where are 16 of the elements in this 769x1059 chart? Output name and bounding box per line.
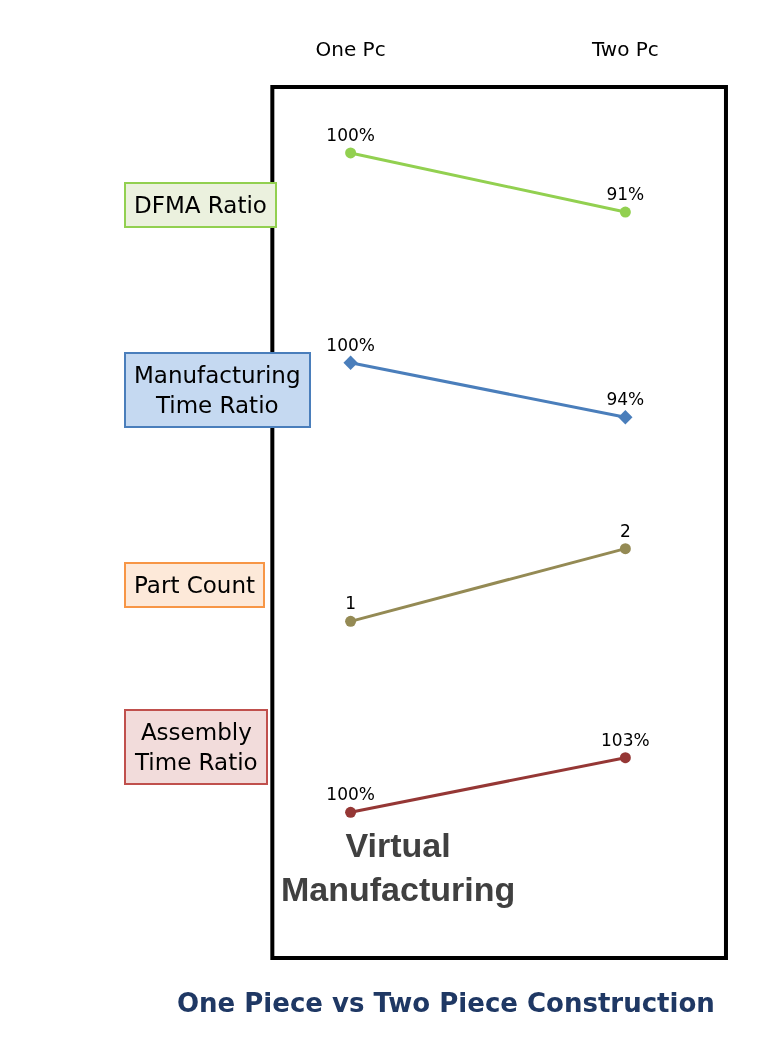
y-axis-title: Manufacturing Time Ratio [134,362,301,418]
x-tick-label: One Pc [315,37,386,61]
y-axis-title: Part Count [134,572,256,598]
data-label: 100% [326,124,375,145]
text: Virtual Manufacturing [281,826,516,909]
data-label: 103% [601,729,650,750]
data-label: 1 [345,593,357,614]
data-label: 94% [606,389,645,410]
data-label: 2 [619,520,631,541]
y-axis-title: Assembly Time Ratio [134,719,258,775]
y-axis-title: DFMA Ratio [134,192,267,218]
data-label: 91% [606,183,645,204]
data-label: 100% [326,334,375,355]
text: One Piece vs Two Piece Construction [177,988,715,1018]
data-label: 100% [326,784,375,805]
x-tick-label: Two Pc [590,37,659,61]
